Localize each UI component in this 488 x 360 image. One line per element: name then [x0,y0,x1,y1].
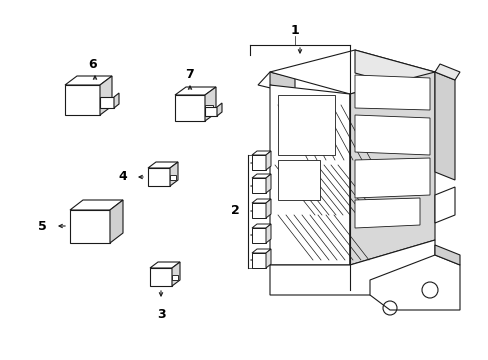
Polygon shape [434,245,459,265]
Text: 7: 7 [185,68,194,81]
Polygon shape [251,203,265,218]
Polygon shape [172,275,178,280]
Polygon shape [70,200,123,210]
Polygon shape [170,162,178,186]
Polygon shape [278,95,334,155]
Polygon shape [217,103,222,116]
Polygon shape [434,187,454,223]
Polygon shape [172,262,180,286]
Polygon shape [251,151,270,155]
Polygon shape [269,50,434,94]
Polygon shape [265,151,270,170]
Polygon shape [265,224,270,243]
Polygon shape [150,268,172,286]
Polygon shape [269,72,294,91]
Polygon shape [70,210,110,243]
Polygon shape [269,240,434,295]
Polygon shape [251,178,265,193]
Polygon shape [170,175,176,180]
Polygon shape [349,72,434,265]
Polygon shape [204,87,216,121]
Text: 6: 6 [88,58,97,72]
Polygon shape [100,97,110,105]
Polygon shape [265,199,270,218]
Text: 3: 3 [156,308,165,321]
Polygon shape [354,50,434,95]
Polygon shape [354,75,429,110]
Polygon shape [100,97,114,108]
Text: 5: 5 [38,220,47,233]
Polygon shape [204,105,213,113]
Polygon shape [258,72,294,91]
Polygon shape [265,249,270,268]
Polygon shape [110,200,123,243]
Text: 1: 1 [290,23,299,36]
Text: 4: 4 [118,171,127,184]
Polygon shape [251,249,270,253]
Polygon shape [278,160,319,200]
Polygon shape [354,158,429,198]
Polygon shape [434,72,454,180]
Polygon shape [251,199,270,203]
Polygon shape [175,87,216,95]
Text: 2: 2 [231,203,240,216]
Polygon shape [251,224,270,228]
Polygon shape [148,168,170,186]
Polygon shape [150,262,180,268]
Polygon shape [251,174,270,178]
Polygon shape [148,162,178,168]
Polygon shape [204,107,217,116]
Polygon shape [354,198,419,228]
Polygon shape [251,155,265,170]
Polygon shape [65,85,100,115]
Polygon shape [251,253,265,268]
Polygon shape [114,93,119,108]
Polygon shape [175,95,204,121]
Polygon shape [369,255,459,310]
Polygon shape [354,115,429,155]
Polygon shape [269,85,349,265]
Polygon shape [251,228,265,243]
Polygon shape [434,64,459,80]
Polygon shape [65,76,112,85]
Polygon shape [100,76,112,115]
Polygon shape [265,174,270,193]
